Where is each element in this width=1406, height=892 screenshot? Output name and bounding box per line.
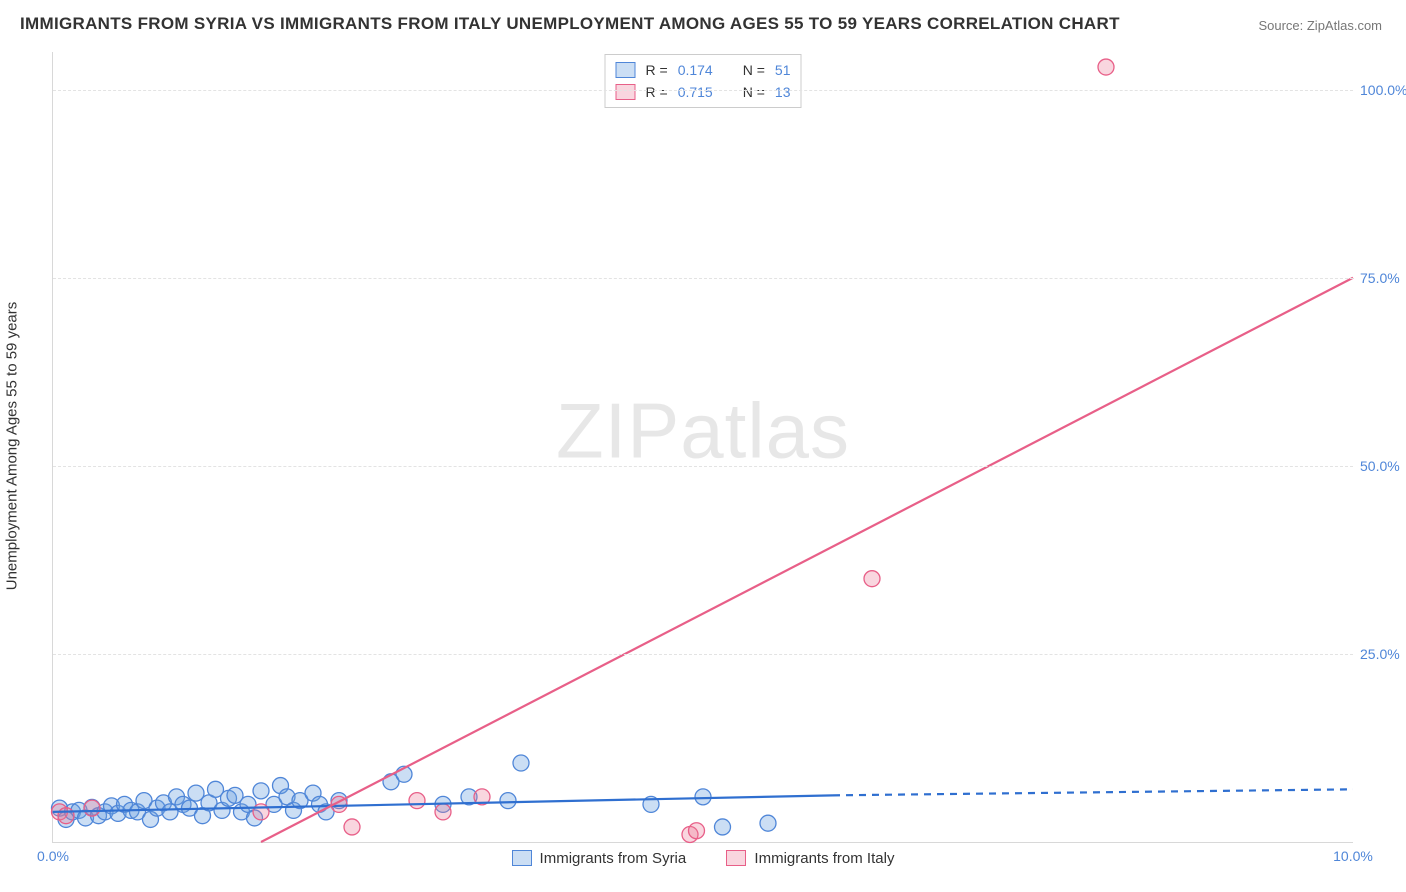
source-text: Source: ZipAtlas.com <box>1258 18 1382 33</box>
y-axis-title: Unemployment Among Ages 55 to 59 years <box>4 302 21 591</box>
y-tick-label: 100.0% <box>1360 82 1406 98</box>
legend-series: Immigrants from Syria Immigrants from It… <box>53 850 1353 871</box>
legend-swatch-icon <box>726 850 746 866</box>
legend-item-syria: Immigrants from Syria <box>512 850 687 867</box>
plot-area: ZIPatlas R = 0.174 N = 51 R = 0.715 N = … <box>52 52 1353 843</box>
y-tick-label: 75.0% <box>1360 270 1406 286</box>
x-tick-label: 10.0% <box>1333 848 1373 864</box>
legend-label: Immigrants from Italy <box>754 850 894 867</box>
chart-title: IMMIGRANTS FROM SYRIA VS IMMIGRANTS FROM… <box>20 14 1120 34</box>
y-tick-label: 50.0% <box>1360 458 1406 474</box>
legend-label: Immigrants from Syria <box>540 850 687 867</box>
y-tick-label: 25.0% <box>1360 646 1406 662</box>
legend-swatch-icon <box>512 850 532 866</box>
x-tick-label: 0.0% <box>37 848 69 864</box>
plot-svg <box>53 52 1353 842</box>
legend-item-italy: Immigrants from Italy <box>726 850 894 867</box>
